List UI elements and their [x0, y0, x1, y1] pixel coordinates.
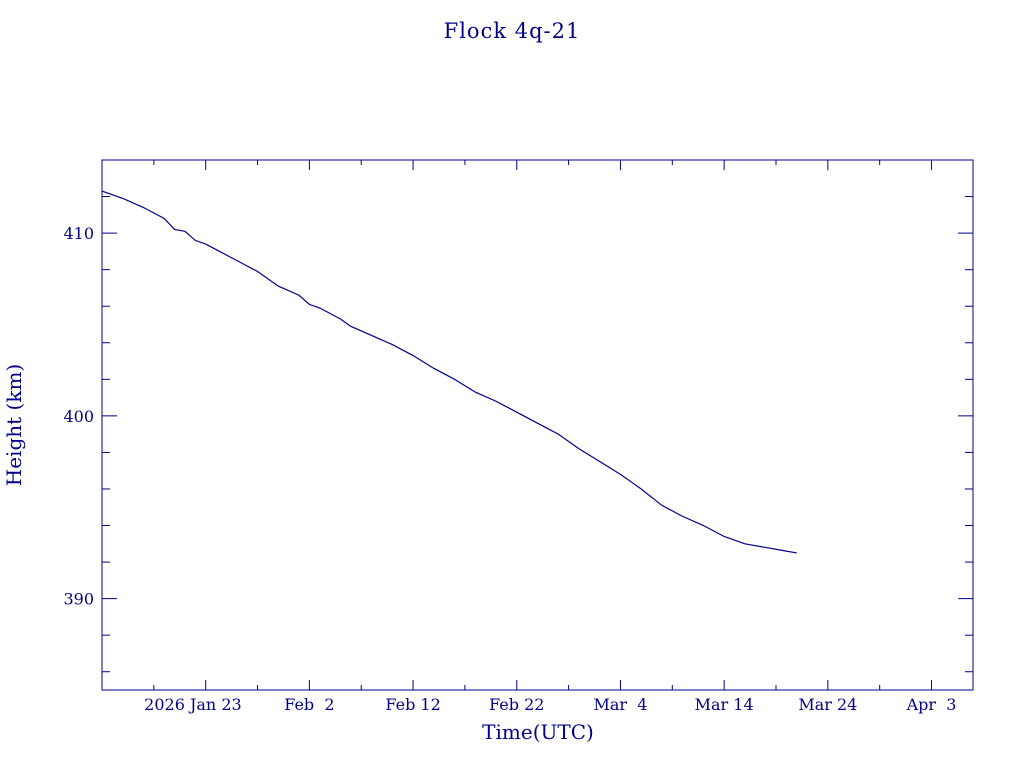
x-tick-label: Mar 14	[695, 695, 754, 714]
y-axis-tick-labels: 390 400 410	[63, 224, 94, 609]
y-axis-ticks	[102, 159, 973, 673]
x-tick-label: Feb 2	[284, 695, 334, 714]
x-axis-ticks	[101, 160, 933, 690]
x-tick-label: Feb 22	[489, 695, 544, 714]
x-tick-label: Mar 24	[798, 695, 857, 714]
y-tick-label: 390	[63, 590, 94, 609]
y-axis-title: Height (km)	[2, 364, 26, 486]
x-axis-title: Time(UTC)	[482, 720, 594, 744]
y-tick-label: 400	[63, 407, 94, 426]
chart-title: Flock 4q-21	[444, 19, 581, 43]
series-line-height	[101, 190, 797, 554]
x-tick-label: 2026 Jan 23	[144, 695, 242, 714]
x-axis-tick-labels: 2026 Jan 23 Feb 2 Feb 12 Feb 22 Mar 4 Mar 14 M…	[144, 695, 956, 714]
x-tick-label: Feb 12	[385, 695, 440, 714]
plot-frame	[101, 159, 974, 691]
plot-area: 2026 Jan 23 Feb 2 Feb 12 Feb 22 Mar 4 Mar 14 M…	[63, 159, 974, 714]
y-tick-label: 410	[63, 224, 94, 243]
x-tick-label: Apr 3	[906, 695, 957, 714]
x-tick-label: Mar 4	[593, 695, 647, 714]
